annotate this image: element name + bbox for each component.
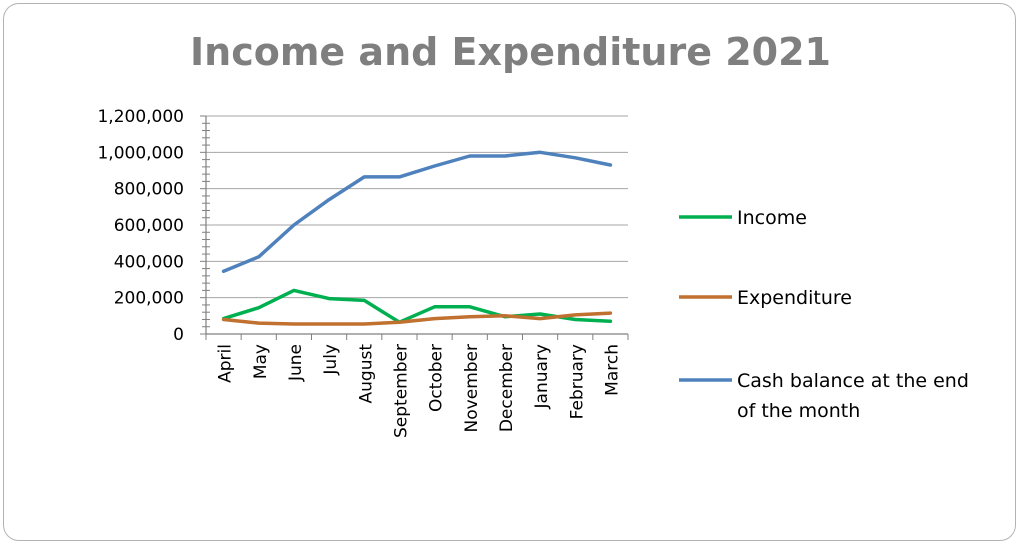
legend: Income Expenditure Cash balance at the end…: [679, 207, 969, 422]
series-lines: [221, 150, 613, 326]
legend-label: Expenditure: [737, 287, 852, 309]
x-tick-label: August: [356, 344, 376, 404]
x-tick-label: May: [251, 344, 271, 379]
y-tick-label: 400,000: [114, 252, 184, 272]
x-tick-label: November: [462, 344, 482, 432]
series-line-0: [221, 288, 613, 324]
y-tick-labels: 0 200,000 400,000 600,000 800,000 1,000,000 1,…: [97, 107, 184, 345]
x-tick-label: January: [532, 344, 552, 409]
y-tick-label: 1,000,000: [97, 143, 184, 163]
axes: [200, 115, 629, 340]
x-tick-label: December: [497, 344, 517, 432]
series-line-1: [221, 311, 613, 326]
x-tick-label: April: [216, 344, 236, 383]
chart-frame: [3, 3, 1016, 541]
y-tick-label: 1,200,000: [97, 107, 184, 127]
x-tick-label: June: [286, 344, 306, 382]
y-tick-label: 800,000: [114, 180, 184, 200]
y-tick-label: 0: [173, 325, 184, 345]
x-tick-labels: April May June July August September October No…: [216, 344, 623, 438]
series-line-2: [221, 150, 613, 274]
gridlines: [206, 115, 628, 299]
legend-label: Income: [737, 207, 807, 229]
x-tick-label: February: [567, 344, 587, 419]
x-tick-label: September: [391, 344, 411, 438]
x-tick-label: July: [321, 344, 341, 376]
x-tick-label: October: [427, 344, 447, 412]
legend-label: Cash balance at the end of the month: [737, 370, 969, 422]
y-tick-label: 600,000: [114, 216, 184, 236]
chart-title: Income and Expenditure 2021: [190, 30, 831, 74]
y-tick-label: 200,000: [114, 289, 184, 309]
x-tick-label: March: [602, 344, 622, 396]
